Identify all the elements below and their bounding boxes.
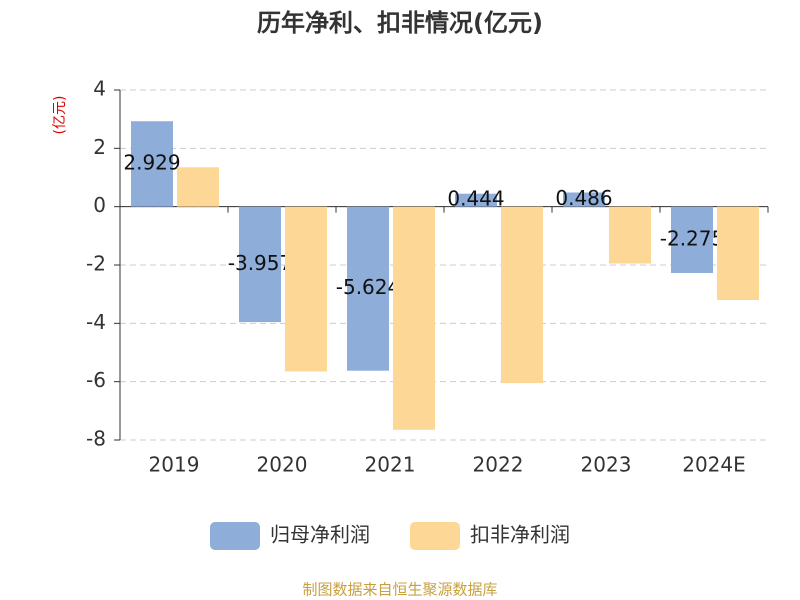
bar (393, 206, 435, 430)
y-tick-label: -2 (86, 252, 106, 276)
x-tick-label: 2022 (473, 453, 524, 477)
x-tick-label: 2023 (581, 453, 632, 477)
x-tick-label: 2020 (257, 453, 308, 477)
legend-swatch (410, 522, 460, 550)
y-tick-label: 0 (93, 193, 106, 217)
data-label: 0.486 (555, 186, 612, 210)
bar (609, 206, 651, 264)
legend-label: 扣非净利润 (470, 523, 570, 547)
bar (131, 121, 173, 207)
y-axis-label: (亿元) (52, 96, 68, 135)
chart-title: 历年净利、扣非情况(亿元) (257, 9, 543, 37)
bar (285, 206, 327, 372)
x-tick-label: 2021 (365, 453, 416, 477)
bar (455, 193, 497, 207)
bar (347, 206, 389, 371)
bar (177, 167, 219, 207)
y-tick-label: -6 (86, 368, 106, 392)
data-label: 0.444 (447, 187, 504, 211)
x-tick-label: 2024E (682, 453, 746, 477)
data-label: 2.929 (123, 150, 180, 174)
y-tick-label: 4 (93, 77, 106, 101)
x-tick-label: 2019 (149, 453, 200, 477)
bar (671, 206, 713, 274)
y-tick-label: -8 (86, 427, 106, 451)
legend-swatch (210, 522, 260, 550)
bar (717, 206, 759, 300)
source-note: 制图数据来自恒生聚源数据库 (302, 581, 497, 599)
data-label: -3.957 (228, 251, 292, 275)
data-label: -2.275 (660, 226, 724, 250)
bar (239, 206, 281, 323)
y-tick-label: 2 (93, 135, 106, 159)
bar (563, 192, 605, 207)
legend-label: 归母净利润 (270, 523, 370, 547)
bar (501, 206, 543, 384)
data-label: -5.624 (336, 275, 400, 299)
y-tick-label: -4 (86, 310, 106, 334)
